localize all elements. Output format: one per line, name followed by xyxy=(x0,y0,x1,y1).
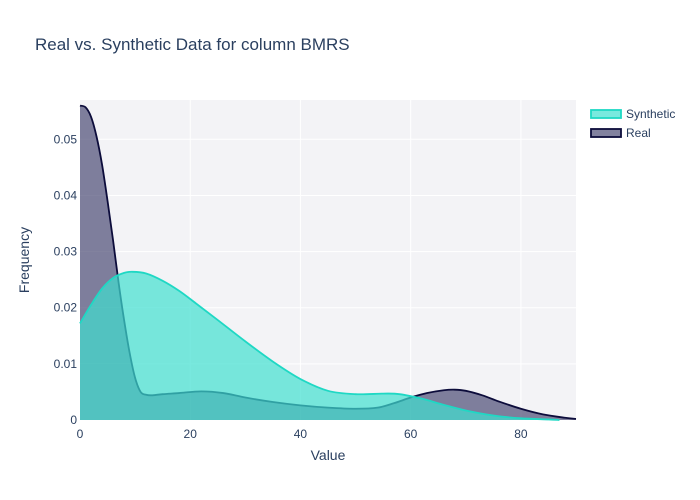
y-tick-label: 0.03 xyxy=(54,245,78,259)
y-axis-ticks: 0 0.01 0.02 0.03 0.04 0.05 xyxy=(54,132,78,427)
chart-title: Real vs. Synthetic Data for column BMRS xyxy=(35,35,350,54)
grid xyxy=(80,100,576,420)
legend-label: Real xyxy=(626,126,651,140)
y-tick-label: 0.02 xyxy=(54,301,78,315)
x-axis-title: Value xyxy=(311,447,346,463)
series-line-synthetic xyxy=(79,270,560,421)
legend-swatch xyxy=(590,128,622,138)
legend-label: Synthetic xyxy=(626,107,675,121)
x-tick-label: 60 xyxy=(404,427,418,441)
x-tick-label: 40 xyxy=(294,427,308,441)
y-tick-label: 0.01 xyxy=(54,357,78,371)
y-tick-label: 0 xyxy=(70,413,77,427)
x-tick-label: 0 xyxy=(77,427,84,441)
legend-item-real[interactable]: Real xyxy=(590,126,651,140)
legend-item-synthetic[interactable]: Synthetic xyxy=(590,107,675,121)
x-axis-ticks: 0 20 40 60 80 xyxy=(77,427,528,441)
series-layer xyxy=(79,104,577,421)
legend-swatch xyxy=(590,109,622,119)
y-axis-title: Frequency xyxy=(16,227,32,293)
series-area-synthetic xyxy=(80,271,560,420)
y-tick-label: 0.05 xyxy=(54,132,78,146)
x-tick-label: 20 xyxy=(184,427,198,441)
x-tick-label: 80 xyxy=(514,427,528,441)
y-tick-label: 0.04 xyxy=(54,188,78,202)
legend[interactable]: Synthetic Real xyxy=(590,107,675,140)
